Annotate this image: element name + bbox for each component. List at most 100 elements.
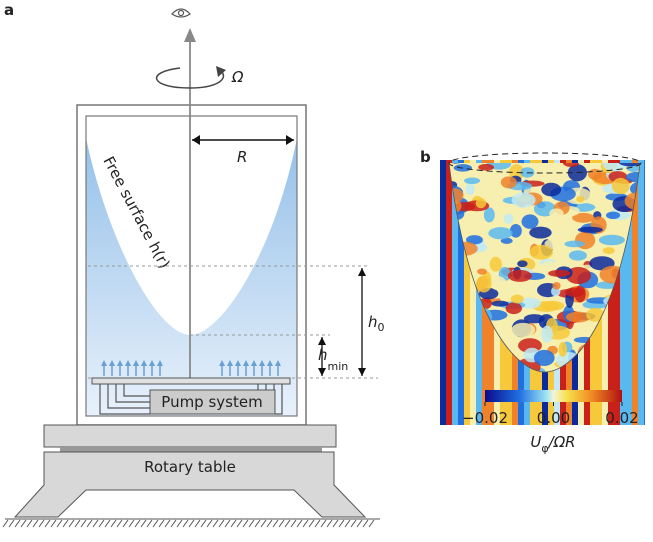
stripe bbox=[446, 160, 452, 425]
ground-hatch bbox=[2, 519, 375, 528]
hatch-line bbox=[326, 519, 333, 528]
hatch-line bbox=[248, 519, 255, 528]
table-joint bbox=[60, 447, 322, 452]
hatch-line bbox=[86, 519, 93, 528]
eddy bbox=[602, 163, 628, 172]
hatch-line bbox=[362, 519, 369, 528]
hatch-line bbox=[290, 519, 297, 528]
eddy bbox=[466, 235, 483, 245]
panel-label: a bbox=[4, 1, 14, 19]
jet-head bbox=[267, 360, 273, 366]
eddy bbox=[529, 244, 553, 260]
stripe bbox=[644, 160, 645, 425]
panel-label: b bbox=[420, 148, 431, 166]
eddy bbox=[565, 311, 591, 323]
hatch-line bbox=[278, 519, 285, 528]
hmin-label: hmin bbox=[318, 346, 348, 373]
eddy bbox=[449, 169, 456, 177]
hatch-line bbox=[320, 519, 327, 528]
hatch-line bbox=[158, 519, 165, 528]
jet-head bbox=[157, 360, 163, 366]
eddy bbox=[617, 163, 640, 167]
hatch-line bbox=[206, 519, 213, 528]
stripe bbox=[620, 160, 626, 425]
table-base bbox=[13, 451, 367, 518]
hatch-line bbox=[152, 519, 159, 528]
hatch-line bbox=[80, 519, 87, 528]
jet-head bbox=[109, 360, 115, 366]
hatch-line bbox=[200, 519, 207, 528]
h0-label: h0 bbox=[368, 313, 385, 334]
hatch-line bbox=[272, 519, 279, 528]
hatch-line bbox=[170, 519, 177, 528]
hatch-line bbox=[314, 519, 321, 528]
hatch-line bbox=[182, 519, 189, 528]
jet-head bbox=[117, 360, 123, 366]
colorbar-tick-label: −0.02 bbox=[462, 409, 508, 427]
jet-head bbox=[251, 360, 257, 366]
eddy bbox=[544, 238, 565, 250]
hatch-line bbox=[368, 519, 375, 528]
hatch-line bbox=[146, 519, 153, 528]
bowl-edge bbox=[448, 162, 641, 373]
jet-head bbox=[243, 360, 249, 366]
hatch-line bbox=[350, 519, 357, 528]
stripe bbox=[614, 160, 620, 425]
hatch-line bbox=[356, 519, 363, 528]
eddy bbox=[491, 300, 509, 307]
hatch-line bbox=[260, 519, 267, 528]
eddy bbox=[477, 268, 488, 275]
colorbar-axis: −0.02 0.00 0.02 bbox=[462, 402, 639, 427]
eddy bbox=[558, 341, 568, 357]
hatch-line bbox=[74, 519, 81, 528]
eddy bbox=[539, 300, 565, 311]
colorbar-tick-label: 0.02 bbox=[605, 409, 638, 427]
eddy bbox=[577, 226, 603, 233]
eddy bbox=[483, 207, 495, 223]
hatch-line bbox=[140, 519, 147, 528]
eddy bbox=[503, 213, 514, 225]
eddy bbox=[464, 177, 481, 185]
hatch-line bbox=[176, 519, 183, 528]
hatch-line bbox=[344, 519, 351, 528]
hatch-line bbox=[2, 519, 9, 528]
eddy bbox=[517, 260, 528, 268]
eddy bbox=[488, 227, 513, 240]
hatch-line bbox=[26, 519, 33, 528]
eddy bbox=[489, 256, 502, 272]
eddy bbox=[564, 240, 585, 248]
eddy bbox=[476, 275, 492, 293]
hatch-line bbox=[134, 519, 141, 528]
hatch-line bbox=[98, 519, 105, 528]
hatch-line bbox=[20, 519, 27, 528]
stripe bbox=[440, 160, 446, 425]
eddy bbox=[529, 226, 552, 239]
eddy bbox=[505, 302, 522, 315]
axis-arrow bbox=[184, 28, 196, 42]
omega-label: Ω bbox=[231, 68, 244, 86]
eddy bbox=[489, 276, 507, 291]
inner-wall bbox=[85, 115, 298, 417]
hatch-line bbox=[242, 519, 249, 528]
jet-head bbox=[125, 360, 131, 366]
hatch-line bbox=[284, 519, 291, 528]
hatch-line bbox=[188, 519, 195, 528]
eddy bbox=[478, 163, 495, 171]
eddy bbox=[541, 325, 553, 343]
pump-box bbox=[149, 389, 276, 415]
jet-head bbox=[219, 360, 225, 366]
jet-head bbox=[101, 360, 107, 366]
hatch-line bbox=[128, 519, 135, 528]
hatch-line bbox=[194, 519, 201, 528]
hatch-line bbox=[224, 519, 231, 528]
jet-head bbox=[141, 360, 147, 366]
hatch-line bbox=[116, 519, 123, 528]
eddy bbox=[576, 195, 585, 203]
air bbox=[86, 116, 297, 335]
hatch-line bbox=[56, 519, 63, 528]
hatch-line bbox=[266, 519, 273, 528]
eddy bbox=[582, 325, 591, 333]
eddy bbox=[509, 223, 522, 238]
eddy bbox=[521, 214, 539, 229]
inflow-arrows bbox=[101, 360, 281, 376]
